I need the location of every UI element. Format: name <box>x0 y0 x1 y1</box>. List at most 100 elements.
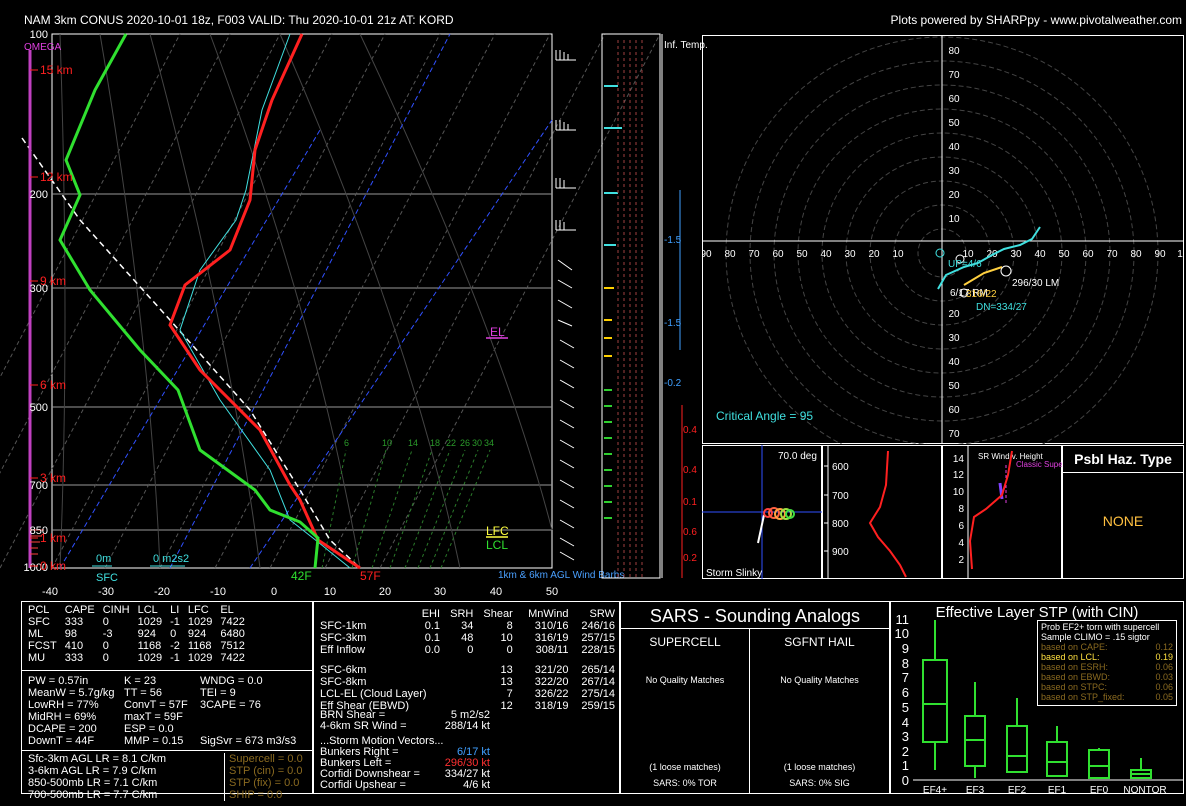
legend-value: 0.12 <box>1155 642 1173 652</box>
stp-panel: Effective Layer STP (with CIN) 11 10 9 8… <box>890 601 1184 794</box>
col-header <box>316 608 415 620</box>
hodo-tick: 80 <box>724 249 736 260</box>
stp-ytick: 5 <box>902 700 909 715</box>
wetbulb-lines <box>59 33 553 569</box>
stp-ytick: 2 <box>902 744 909 759</box>
cell: 0 <box>170 628 177 640</box>
cell: 0.1 <box>424 632 441 644</box>
cell: 98 <box>64 628 77 640</box>
composite-value: SHIP = 0.0 <box>229 789 283 801</box>
index-value: SigSvr = 673 m3/s3 <box>200 735 297 747</box>
col-header: Shear <box>483 608 513 620</box>
col-header: CINH <box>102 604 130 616</box>
col-header: LI <box>170 604 180 616</box>
table-row: LCL-EL (Cloud Layer) 7 326/22 275/14 <box>316 688 619 700</box>
inf-temp-value: -1.5 <box>664 235 682 246</box>
cell: 34 <box>461 620 474 632</box>
dry-adiabats <box>59 33 553 569</box>
omega-value: 0.2 <box>683 553 697 564</box>
hodo-tick: 50 <box>948 381 960 392</box>
height-label: 15 km <box>40 63 73 77</box>
inf-temp-panel <box>601 33 661 579</box>
omega-value: 0.1 <box>683 497 697 508</box>
el-label: EL <box>490 325 505 339</box>
cell: 228/15 <box>581 644 615 656</box>
omega-value: 0.6 <box>683 527 697 538</box>
temp-tick: 50 <box>546 586 558 598</box>
sars-supercell-pct: SARS: 0% TOR <box>653 778 717 788</box>
cell: 265/14 <box>581 664 615 676</box>
cell: 257/15 <box>581 632 615 644</box>
lfc-label: LFC <box>486 524 509 538</box>
index-value: PW = 0.57in <box>28 675 89 687</box>
temp-tick: -40 <box>42 586 58 598</box>
sfc-label: SFC <box>96 572 118 584</box>
temp-tick: 40 <box>490 586 502 598</box>
inf-temp-value: -1.5 <box>664 318 682 329</box>
motion-label: Corfidi Upshear = <box>320 779 406 791</box>
stp-ytick: 9 <box>902 641 909 656</box>
index-value: ESP = 0.0 <box>124 723 174 735</box>
hodo-tick: 50 <box>796 249 808 260</box>
cell: 410 <box>64 640 84 652</box>
hodo-tick: 10 <box>962 249 974 260</box>
stp-legend: Prob EF2+ torn with supercell Sample CLI… <box>1037 620 1177 706</box>
cell: 259/15 <box>581 700 615 712</box>
col-header: EL <box>220 604 234 616</box>
table-header: PCL CAPE CINH LCL LI LFC EL <box>24 604 249 616</box>
hodo-tick: 20 <box>868 249 880 260</box>
sr-tick: 6 <box>958 521 964 532</box>
cell: 1029 <box>137 616 163 628</box>
stp-ytick: 4 <box>902 715 909 730</box>
temp-tick: 20 <box>379 586 391 598</box>
legend-subtitle: Sample CLIMO = .15 sigtor <box>1041 632 1150 642</box>
sr-tick: 14 <box>953 454 965 465</box>
cell: 7512 <box>220 640 245 652</box>
stp-ytick: 7 <box>902 670 909 685</box>
sr-classic-label: Classic Supercell <box>1016 460 1062 469</box>
motion-value: 296/30 kt <box>444 757 490 769</box>
hodo-tick: 80 <box>1130 249 1142 260</box>
cell: 10 <box>500 632 513 644</box>
cell: -1 <box>170 652 180 664</box>
index-value: maxT = 59F <box>124 711 183 723</box>
sr-tick: 12 <box>953 470 965 481</box>
table-row: SFC-8km 13 322/20 267/14 <box>316 676 619 688</box>
hodo-tick: 20 <box>948 190 960 201</box>
stp-ytick: 11 <box>896 612 910 627</box>
cell: LCL-EL (Cloud Layer) <box>320 688 427 700</box>
cell: 0 <box>102 652 109 664</box>
kinematics-panel: EHI SRH Shear MnWind SRW SFC-1km 0.1 34 8 31… <box>313 601 620 794</box>
stp-ytick: 10 <box>895 626 909 641</box>
table-row: SFC 333 0 1029 -1 1029 7422 <box>24 616 249 628</box>
hodo-tick: 50 <box>1058 249 1070 260</box>
legend-label: based on STP_fixed: <box>1041 692 1125 702</box>
hodo-tick: 30 <box>844 249 856 260</box>
storm-slinky-panel: 70.0 deg Storm Slinky <box>702 445 822 579</box>
skewt-frame <box>51 33 553 569</box>
eff-srh-label: 0 m2s2 <box>153 553 189 565</box>
critical-angle: Critical Angle = 95 <box>716 409 813 423</box>
stp-boxes <box>922 620 1152 779</box>
lapse-rate: 850-500mb LR = 7.1 C/km <box>28 777 158 789</box>
up-label: UP=4/6 <box>948 259 982 270</box>
cell: 316/19 <box>534 632 569 644</box>
legend-label: based on EBWD: <box>1041 672 1111 682</box>
table-row: Eff Inflow 0.0 0 0 308/11 228/15 <box>316 644 619 656</box>
hodo-tick: 20 <box>948 309 960 320</box>
cell: 326/22 <box>534 688 569 700</box>
index-value: 3CAPE = 76 <box>200 699 261 711</box>
slinky-label: Storm Slinky <box>706 568 762 579</box>
motion-label: Corfidi Downshear = <box>320 768 420 780</box>
temp-tick: 0 <box>271 586 277 598</box>
hodo-tick: 40 <box>948 142 960 153</box>
index-value: DownT = 44F <box>28 735 95 747</box>
cell: 333 <box>64 652 84 664</box>
cell: 0 <box>102 640 109 652</box>
theta-tick: 800 <box>832 519 849 530</box>
theta-trace <box>868 450 907 578</box>
dn-label: DN=334/27 <box>976 302 1027 313</box>
table-row: MU 333 0 1029 -1 1029 7422 <box>24 652 249 664</box>
inf-temp-bars <box>604 85 622 246</box>
index-value: MMP = 0.15 <box>124 735 184 747</box>
